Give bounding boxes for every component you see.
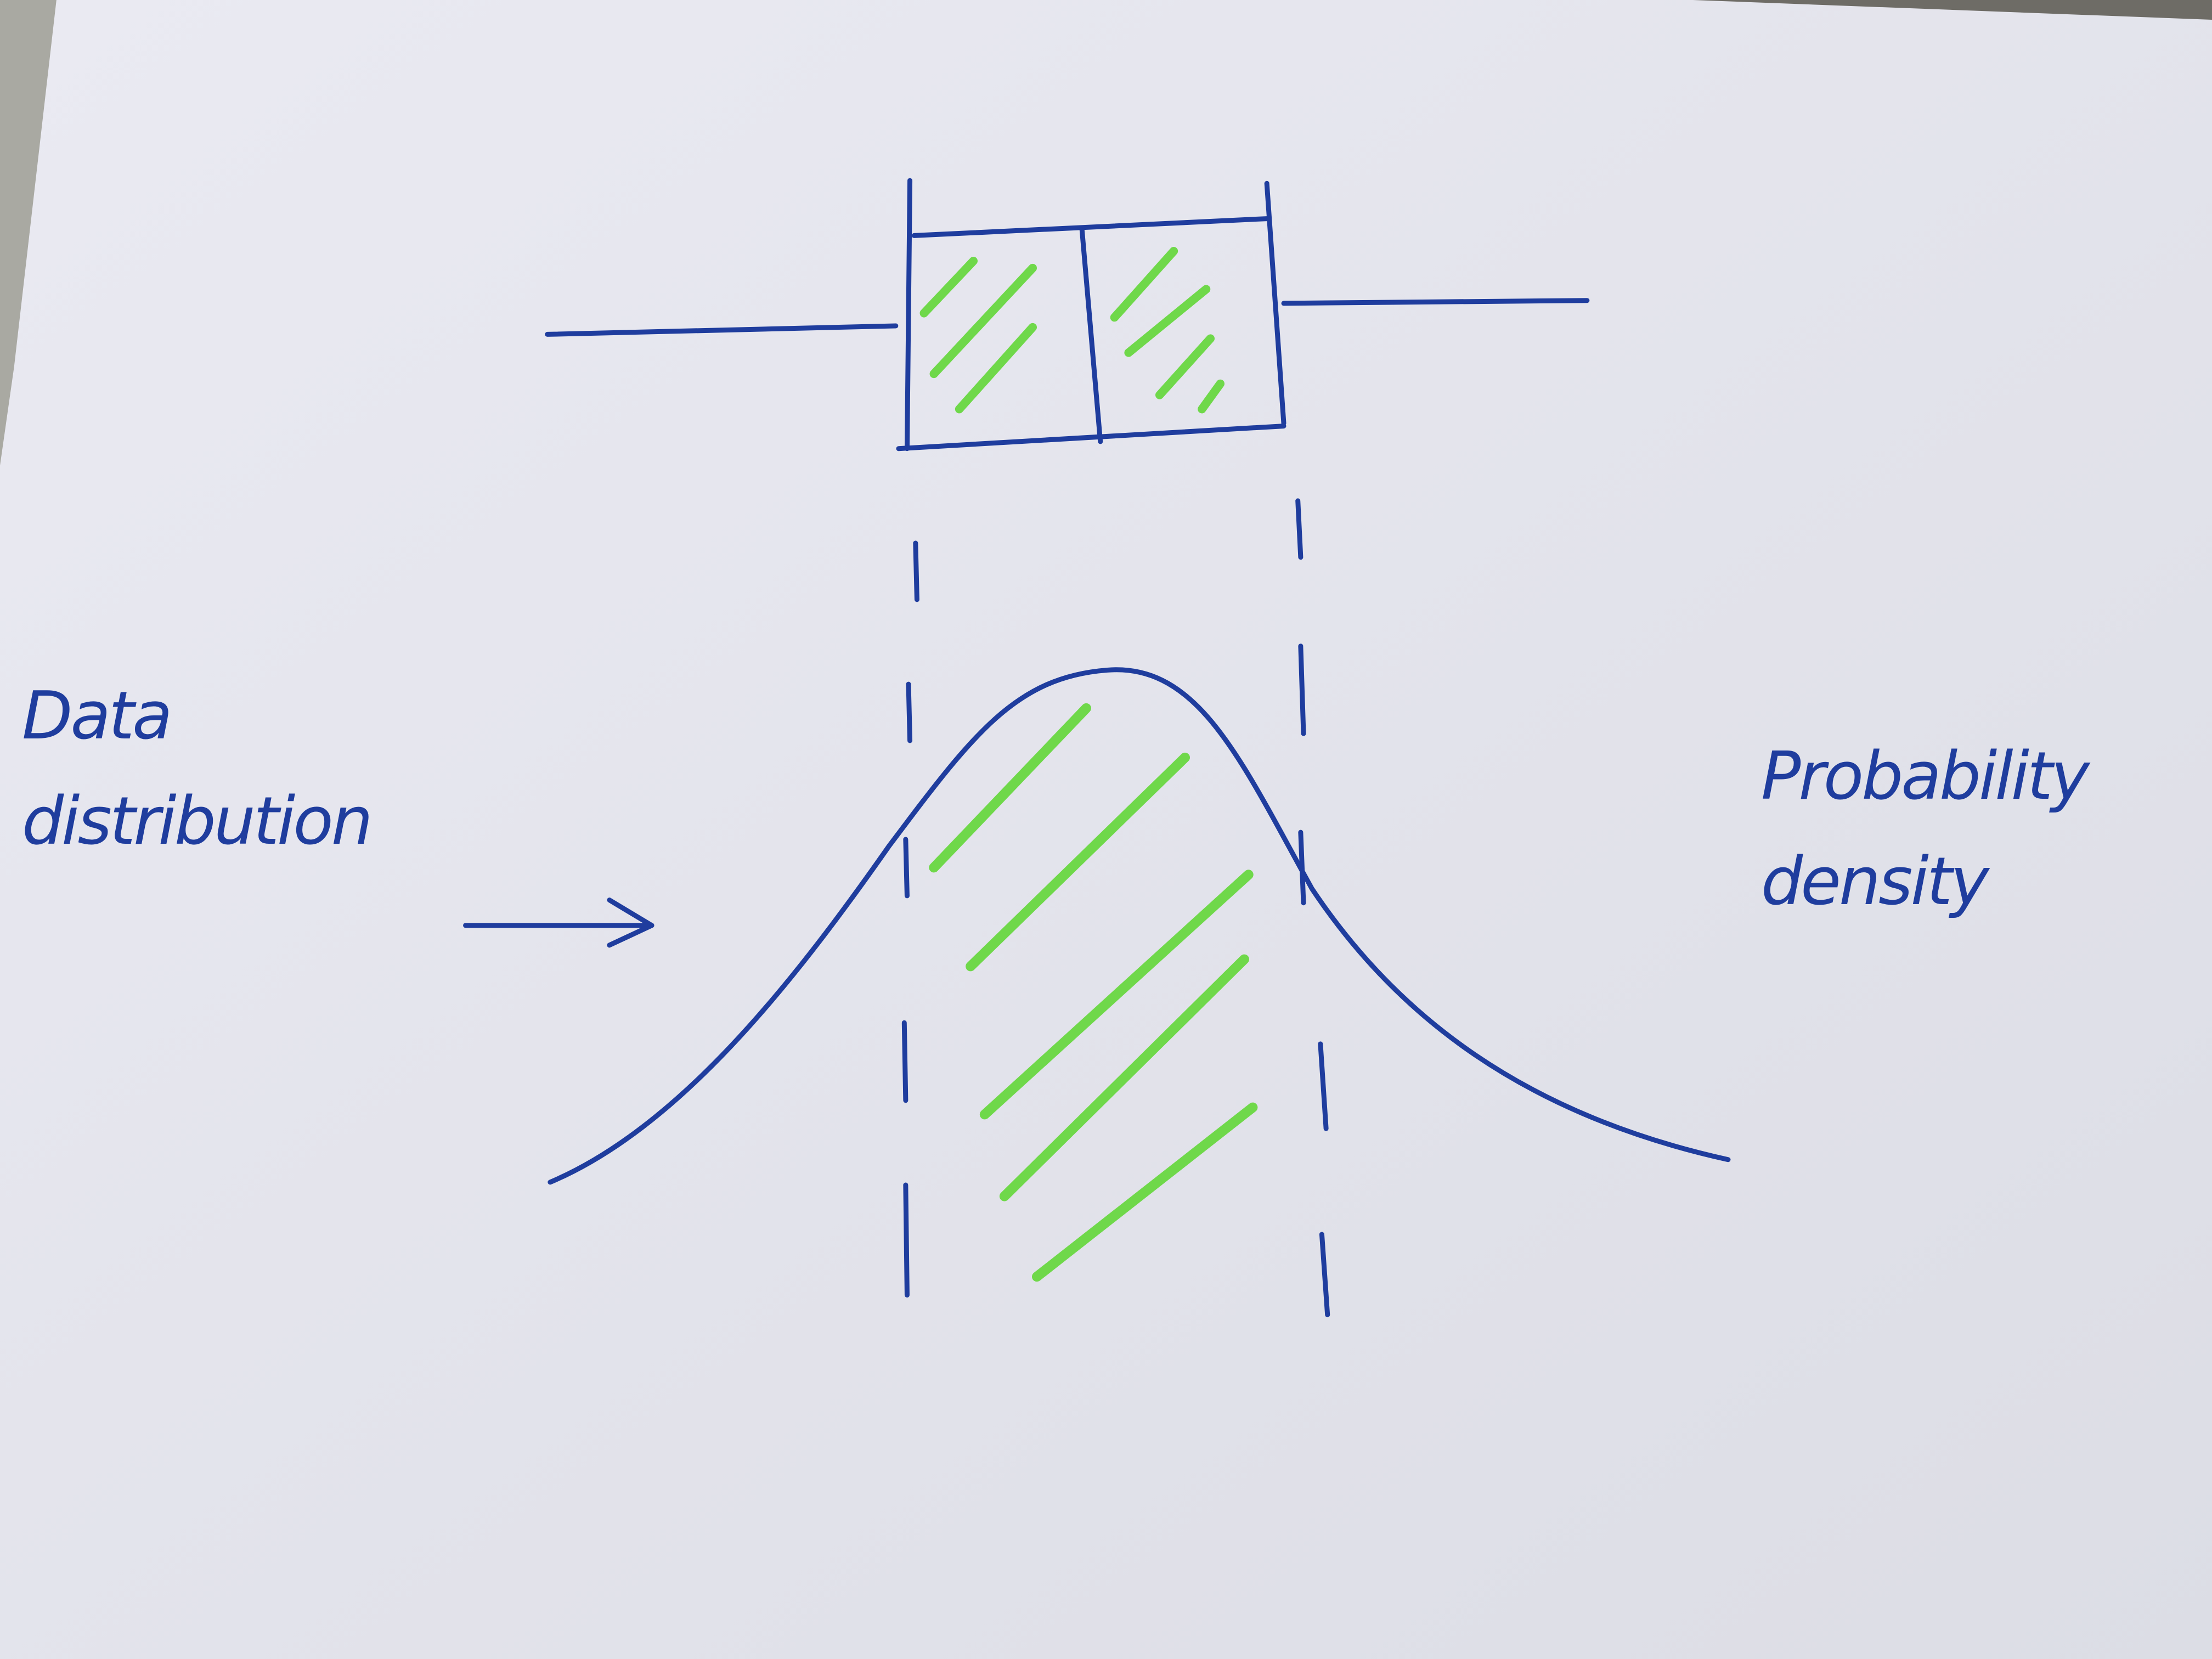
box-hatch [919,247,1225,414]
density-curve [548,667,1731,1185]
table-corner [1692,0,2212,20]
boxplot [545,178,1590,452]
dashed-guides [901,498,1330,1318]
arrow [463,898,654,948]
right-label: Probability density [1761,738,2090,920]
curve-hatch [929,703,1258,1282]
left-label: Data distribution [22,678,373,860]
table-edge [0,0,57,466]
